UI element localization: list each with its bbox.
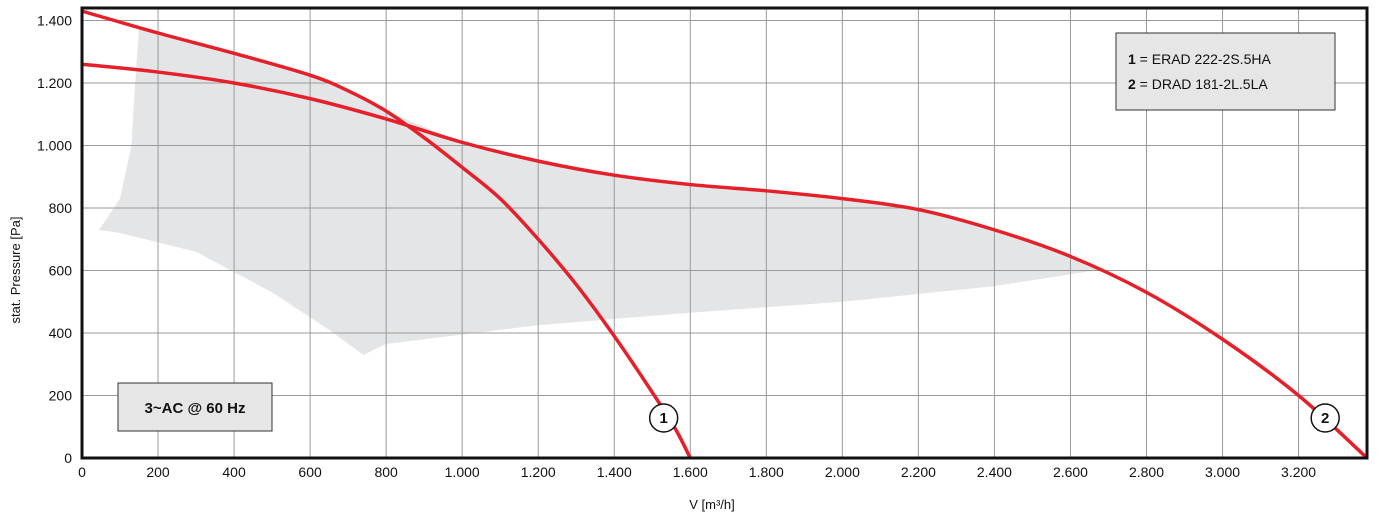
x-tick-label: 1.200 — [521, 464, 556, 480]
x-tick-label: 200 — [146, 464, 170, 480]
legend-item-2: 2 = DRAD 181-2L.5LA — [1128, 76, 1268, 92]
y-axis-title: stat. Pressure [Pa] — [8, 217, 23, 324]
curve-series-1 — [81, 9, 692, 459]
y-tick-label: 200 — [49, 388, 73, 404]
plot-frame — [80, 6, 1369, 460]
x-tick-label: 2.200 — [901, 464, 936, 480]
y-tick-label: 800 — [49, 200, 73, 216]
legend-box: 1 = ERAD 222-2S.5HA 2 = DRAD 181-2L.5LA — [1115, 32, 1336, 111]
x-tick-label: 2.000 — [825, 464, 860, 480]
x-axis-title: V [m³/h] — [689, 497, 735, 512]
x-tick-label: 0 — [78, 464, 86, 480]
x-tick-label: 2.400 — [977, 464, 1012, 480]
curve-marker-2 — [1310, 403, 1340, 433]
curve-marker-1 — [648, 403, 679, 433]
x-tick-label: 2.800 — [1129, 464, 1164, 480]
x-tick-label: 800 — [374, 464, 398, 480]
y-ticks: 0 200 400 600 800 1.000 1.200 1.400 — [37, 13, 72, 467]
y-tick-label: 1.200 — [37, 75, 72, 91]
curve-marker-label-1: 1 — [659, 410, 667, 427]
x-tick-label: 2.600 — [1053, 464, 1088, 480]
x-tick-label: 3.200 — [1281, 464, 1316, 480]
x-tick-label: 1.000 — [445, 464, 480, 480]
x-tick-label: 400 — [222, 464, 246, 480]
x-tick-label: 1.400 — [597, 464, 632, 480]
y-tick-label: 0 — [64, 450, 72, 466]
x-tick-label: 1.600 — [673, 464, 708, 480]
legend-number-2: 2 — [1128, 76, 1136, 92]
legend-label-1: = ERAD 222-2S.5HA — [1136, 51, 1272, 67]
x-tick-label: 3.000 — [1205, 464, 1240, 480]
x-tick-label: 600 — [298, 464, 322, 480]
y-tick-label: 400 — [49, 325, 73, 341]
legend-label-2: = DRAD 181-2L.5LA — [1136, 76, 1269, 92]
x-tick-label: 1.800 — [749, 464, 784, 480]
curve-marker-label-2: 2 — [1321, 410, 1329, 427]
y-tick-label: 1.000 — [37, 138, 72, 154]
legend-number-1: 1 — [1128, 51, 1136, 67]
power-supply-badge: 3~AC @ 60 Hz — [117, 382, 273, 432]
power-supply-label: 3~AC @ 60 Hz — [145, 400, 246, 417]
shaded-operating-range — [99, 26, 1105, 355]
curves — [81, 9, 1369, 460]
curve-series-2 — [81, 62, 1369, 460]
legend-item-1: 1 = ERAD 222-2S.5HA — [1128, 51, 1271, 67]
operating-range-area — [99, 26, 1105, 355]
y-tick-label: 600 — [49, 263, 73, 279]
y-tick-label: 1.400 — [37, 13, 72, 29]
x-ticks: 0 200 400 600 800 1.000 1.200 1.400 1.600 1.800 2.… — [78, 464, 1316, 480]
